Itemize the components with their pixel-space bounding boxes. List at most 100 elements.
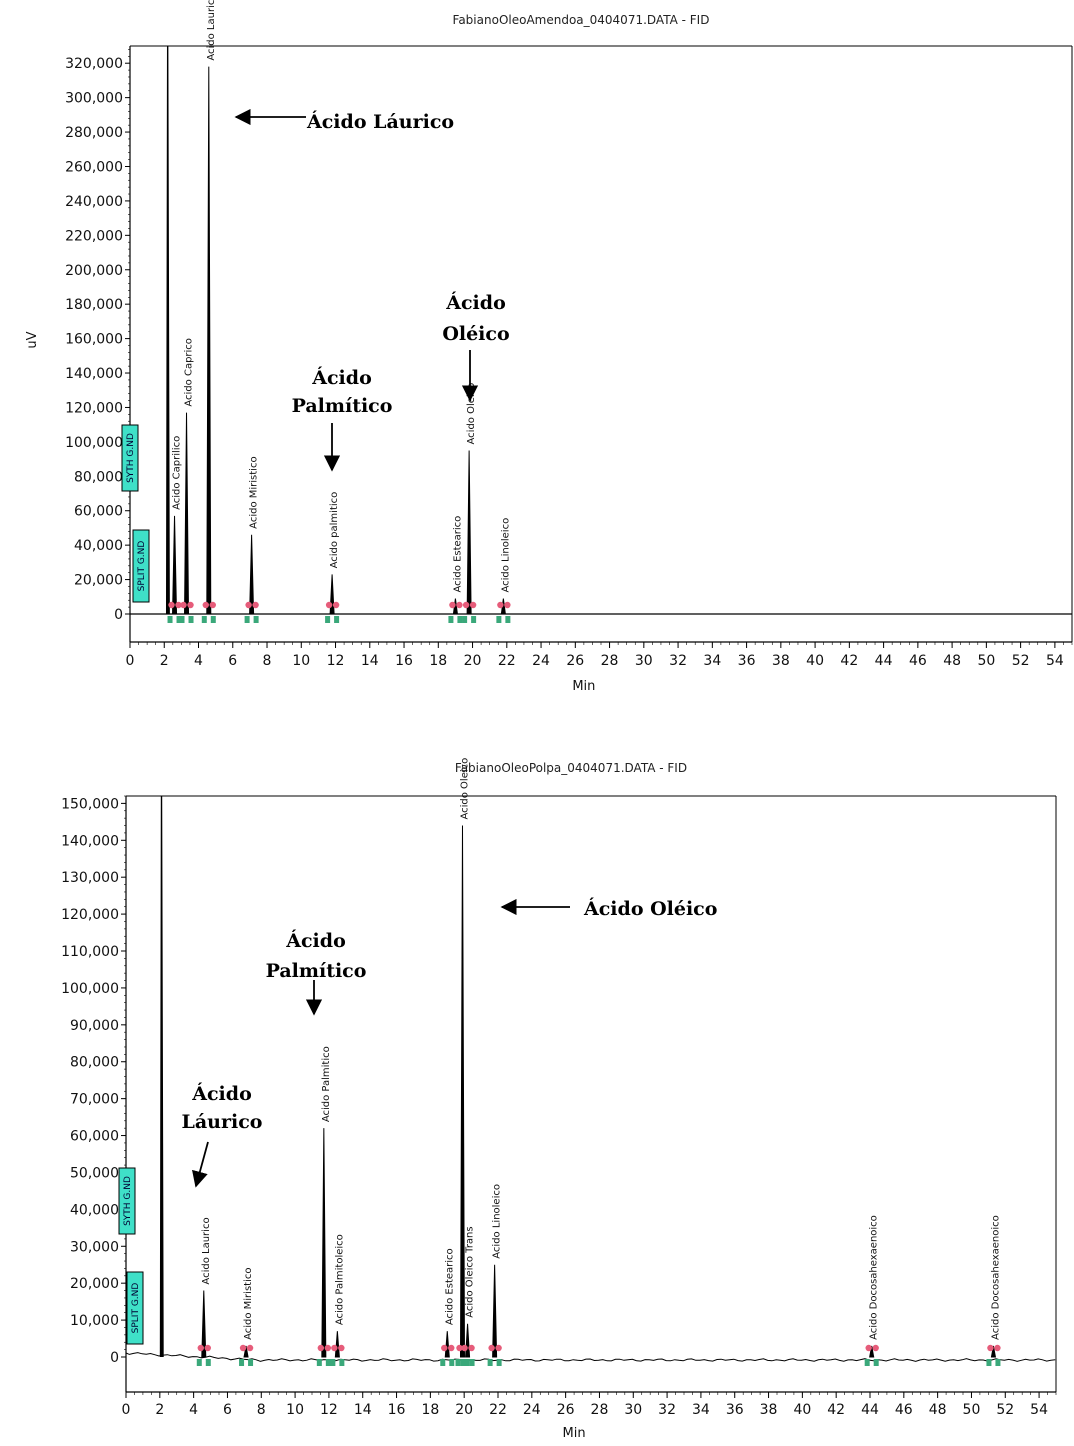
peak-start-tick <box>239 1359 245 1366</box>
peak-end-marker <box>469 601 477 609</box>
peak-start-tick <box>496 616 502 623</box>
peak-start-marker <box>488 1344 495 1352</box>
peak-label: Acido Oleico Trans <box>465 1226 476 1317</box>
annotation-text: Palmítico <box>292 395 393 417</box>
x-tick-label: 6 <box>223 1402 232 1418</box>
peak-end-marker <box>204 1344 211 1352</box>
peak-end-marker <box>495 1344 502 1352</box>
y-tick-label: 80,000 <box>74 469 123 485</box>
peak-start-marker <box>987 1344 994 1352</box>
y-tick-label: 30,000 <box>70 1239 119 1255</box>
y-tick-label: 20,000 <box>74 573 123 589</box>
y-tick-label: 0 <box>110 1350 119 1366</box>
peak-label: Acido Miristico <box>243 1268 254 1340</box>
peak-end-marker <box>175 601 182 609</box>
peak <box>249 534 255 615</box>
peak-start-marker <box>168 601 175 609</box>
y-tick-label: 260,000 <box>65 159 123 175</box>
peak-end-tick <box>449 1359 455 1366</box>
peak-start-marker <box>197 1344 204 1352</box>
x-tick-label: 12 <box>320 1402 338 1418</box>
method-badge-label: SPLIT G.ND <box>131 1283 141 1334</box>
peak-label: Acido Palmitico <box>321 1046 332 1122</box>
peak-label: Acido Caprico <box>184 338 195 407</box>
peak-start-tick <box>487 1359 493 1366</box>
y-tick-label: 200,000 <box>65 263 123 279</box>
peak <box>206 66 212 615</box>
x-tick-label: 52 <box>1012 653 1030 669</box>
peak-start-tick <box>330 1359 336 1366</box>
peak-start-tick <box>986 1359 992 1366</box>
method-badge-label: SYTH G.ND <box>123 1176 133 1226</box>
x-tick-label: 52 <box>996 1402 1014 1418</box>
y-tick-label: 130,000 <box>61 870 119 886</box>
x-tick-label: 50 <box>977 653 995 669</box>
x-tick-label: 16 <box>388 1402 406 1418</box>
x-tick-label: 54 <box>1046 653 1064 669</box>
peak-start-marker <box>456 1344 463 1352</box>
x-tick-label: 42 <box>827 1402 845 1418</box>
peak-end-tick <box>464 1359 470 1366</box>
x-tick-label: 24 <box>523 1402 541 1418</box>
x-tick-label: 48 <box>929 1402 947 1418</box>
annotation-arrow <box>192 1141 209 1188</box>
x-tick-label: 22 <box>498 653 516 669</box>
peak-end-marker <box>468 1344 475 1352</box>
peak-start-marker <box>441 1344 448 1352</box>
x-tick-label: 10 <box>286 1402 304 1418</box>
annotation-text: Ácido <box>311 366 372 389</box>
y-tick-label: 160,000 <box>65 332 123 348</box>
peak-end-tick <box>334 616 340 623</box>
peak-end-marker <box>872 1344 879 1352</box>
peak-start-marker <box>461 1344 468 1352</box>
x-tick-label: 40 <box>806 653 824 669</box>
annotation-text: Ácido <box>191 1082 252 1105</box>
y-tick-label: 70,000 <box>70 1092 119 1108</box>
y-axis-label: uV <box>25 331 40 348</box>
annotation-text: Oléico <box>442 323 509 345</box>
peak-end-tick <box>176 616 182 623</box>
x-tick-label: 50 <box>963 1402 981 1418</box>
peak-start-tick <box>316 1359 322 1366</box>
annotation-text: Ácido <box>445 291 506 314</box>
peak-end-marker <box>209 601 216 609</box>
y-tick-label: 180,000 <box>65 297 123 313</box>
y-tick-label: 90,000 <box>70 1018 119 1034</box>
peak-label: Acido Palmitoleico <box>334 1234 345 1325</box>
peak <box>990 1345 997 1358</box>
x-tick-label: 22 <box>489 1402 507 1418</box>
x-tick-label: 12 <box>327 653 345 669</box>
x-tick-label: 48 <box>943 653 961 669</box>
y-tick-label: 100,000 <box>65 435 123 451</box>
peak-end-marker <box>994 1344 1001 1352</box>
peak-label: Acido Linoleico <box>492 1184 503 1259</box>
peak-end-tick <box>496 1359 502 1366</box>
y-tick-label: 80,000 <box>70 1055 119 1071</box>
peak-start-marker <box>245 601 252 609</box>
peak-start-tick <box>455 1359 461 1366</box>
method-badge <box>132 529 150 603</box>
y-tick-label: 40,000 <box>74 538 123 554</box>
peak-end-tick <box>469 1359 475 1366</box>
peak-start-tick <box>448 616 454 623</box>
solvent-front-peak <box>165 45 170 615</box>
x-tick-label: 20 <box>464 653 482 669</box>
peak-start-marker <box>497 601 504 609</box>
peak-end-tick <box>505 616 511 623</box>
peak-end-marker <box>187 601 194 609</box>
peak-start-tick <box>460 1359 466 1366</box>
y-tick-label: 300,000 <box>65 91 123 107</box>
peak-start-marker <box>239 1344 247 1352</box>
chart-bottom-polpa: FabianoOleoPolpa_0404071.DATA - FID 0 10,0… <box>61 758 1057 1441</box>
x-tick-label: 18 <box>429 653 447 669</box>
peak-label: Acido Docosahexaenoico <box>990 1215 1001 1340</box>
x-tick-label: 28 <box>591 1402 609 1418</box>
chart-title: FabianoOleoAmendoa_0404071.DATA - FID <box>453 13 710 27</box>
annotation-text: Láurico <box>182 1111 263 1133</box>
peak <box>243 1345 249 1358</box>
method-badge-label: SPLIT G.ND <box>137 541 147 592</box>
y-tick-label: 0 <box>114 607 123 623</box>
y-tick-label: 100,000 <box>61 981 119 997</box>
y-tick-label: 40,000 <box>70 1202 119 1218</box>
peak-label: Acido Laurico <box>206 0 217 61</box>
